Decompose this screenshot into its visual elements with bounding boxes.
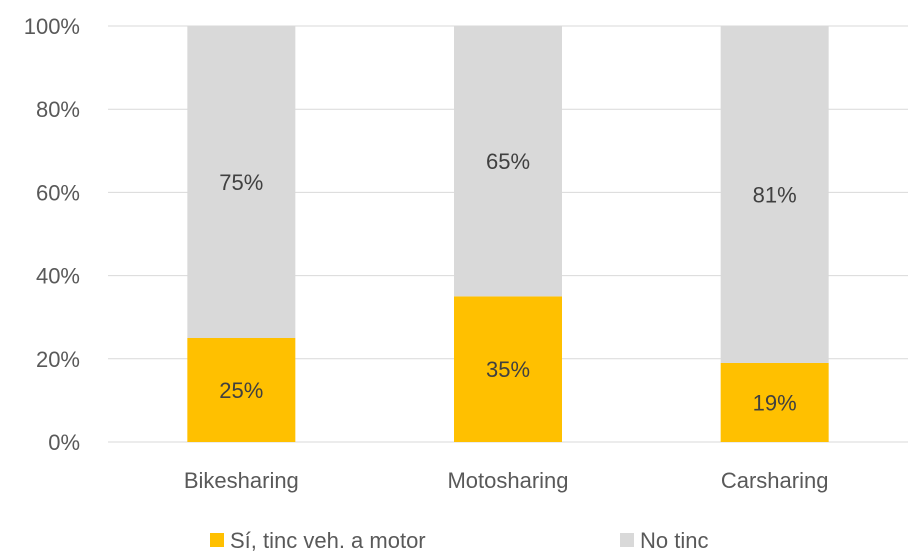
x-tick-label: Carsharing <box>721 468 829 493</box>
data-label: 75% <box>219 170 263 195</box>
data-labels: 25% 75% 35% 65% 19% 81% <box>219 149 796 415</box>
legend-swatch <box>620 533 634 547</box>
y-tick-label: 40% <box>36 264 80 289</box>
legend: Sí, tinc veh. a motor No tinc <box>210 528 708 553</box>
axes: 0% 20% 40% 60% 80% 100% Bikesharing Motosharing… <box>24 14 829 493</box>
bar-segment <box>454 296 562 442</box>
data-label: 65% <box>486 149 530 174</box>
bars <box>187 26 829 442</box>
x-tick-label: Motosharing <box>447 468 568 493</box>
data-label: 81% <box>753 182 797 207</box>
y-tick-label: 20% <box>36 347 80 372</box>
bar-segment <box>720 26 829 363</box>
x-tick-label: Bikesharing <box>184 468 299 493</box>
bar-segment <box>187 338 296 442</box>
y-tick-label: 80% <box>36 97 80 122</box>
bar-segment <box>454 26 562 297</box>
y-tick-label: 0% <box>48 430 80 455</box>
legend-label: Sí, tinc veh. a motor <box>230 528 426 553</box>
bar-segment <box>720 362 829 442</box>
data-label: 19% <box>753 390 797 415</box>
legend-swatch <box>210 533 224 547</box>
bar-segment <box>187 26 296 338</box>
y-tick-label: 60% <box>36 180 80 205</box>
data-label: 35% <box>486 357 530 382</box>
data-label: 25% <box>219 378 263 403</box>
legend-label: No tinc <box>640 528 708 553</box>
y-tick-label: 100% <box>24 14 80 39</box>
